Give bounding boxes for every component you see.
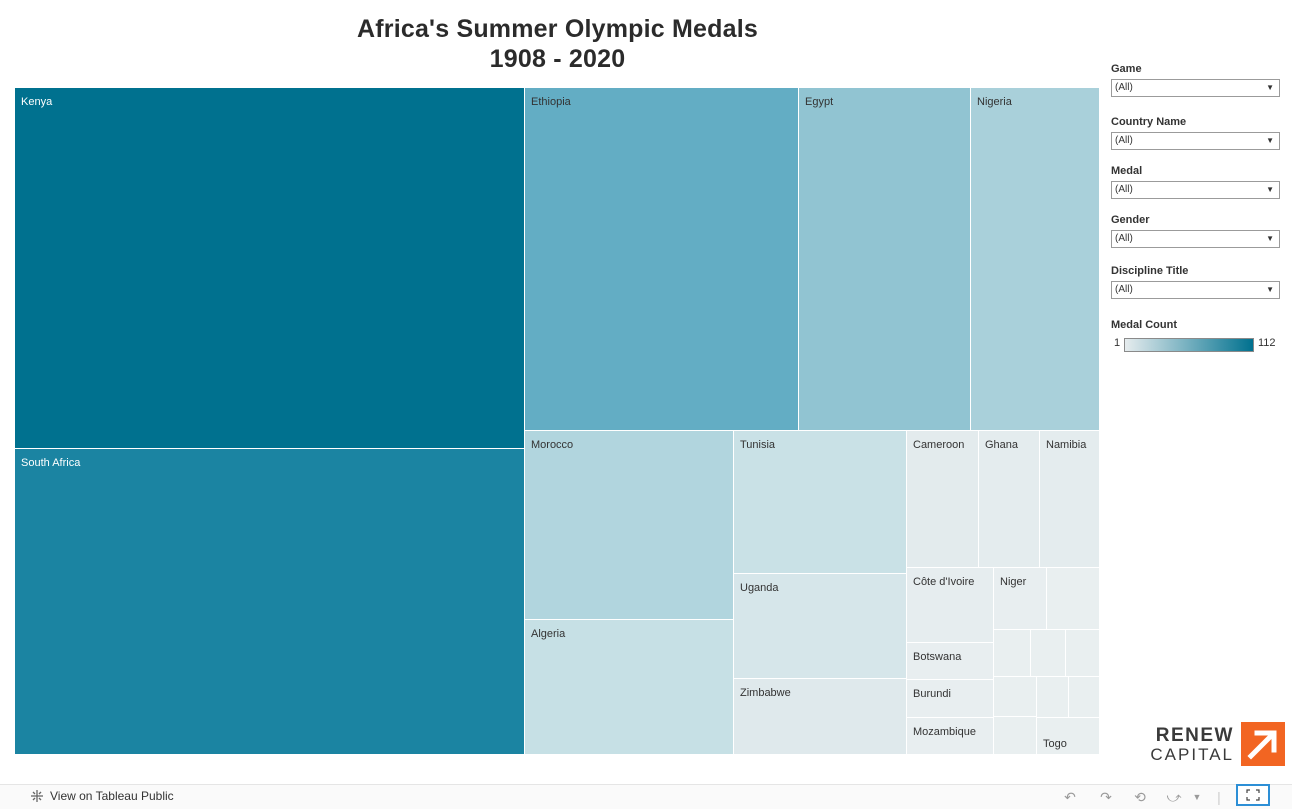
treemap-tile-unlabeled[interactable] xyxy=(1037,677,1069,718)
tile-label: Mozambique xyxy=(913,726,976,738)
game-select[interactable]: (All) ▼ xyxy=(1111,79,1280,97)
tableau-footer: View on Tableau Public ↶ ↷ ⟲ ⤻ ▼ | xyxy=(0,784,1292,809)
medal-select[interactable]: (All) ▼ xyxy=(1111,181,1280,199)
tile-label: Uganda xyxy=(740,582,779,594)
color-legend-gradient xyxy=(1124,338,1254,352)
view-on-tableau-link[interactable]: View on Tableau Public xyxy=(30,789,174,803)
tile-label: Côte d'Ivoire xyxy=(913,576,975,588)
tile-label: Zimbabwe xyxy=(740,687,791,699)
treemap-tile-unlabeled[interactable] xyxy=(994,630,1031,677)
tile-label: Burundi xyxy=(913,688,951,700)
filter-discipline-title: Discipline Title (All) ▼ xyxy=(1111,264,1280,299)
treemap-tile-unlabeled[interactable] xyxy=(994,717,1037,755)
treemap-tile-egypt[interactable]: Egypt xyxy=(799,88,971,431)
treemap-tile-togo[interactable]: Togo xyxy=(1037,718,1100,755)
medal-treemap[interactable]: Kenya South Africa Ethiopia Egypt Nigeria Mor… xyxy=(15,88,1100,755)
gender-select[interactable]: (All) ▼ xyxy=(1111,230,1280,248)
tile-label: Ethiopia xyxy=(531,96,571,108)
treemap-tile-unlabeled[interactable] xyxy=(1066,630,1100,677)
tile-label: Namibia xyxy=(1046,439,1087,451)
filter-label: Gender xyxy=(1111,214,1150,226)
treemap-tile-ghana[interactable]: Ghana xyxy=(979,431,1040,568)
filter-game: Game (All) ▼ xyxy=(1111,62,1280,97)
treemap-tile-zimbabwe[interactable]: Zimbabwe xyxy=(734,679,907,755)
dropdown-arrow-icon: ▼ xyxy=(1266,234,1274,243)
share-dropdown-icon[interactable]: ▼ xyxy=(1192,792,1202,802)
tile-label: Egypt xyxy=(805,96,834,108)
discipline-title-select[interactable]: (All) ▼ xyxy=(1111,281,1280,299)
tile-label: Algeria xyxy=(531,628,566,640)
renew-capital-logo: RENEW CAPITAL xyxy=(1150,722,1288,766)
revert-icon[interactable]: ⟲ xyxy=(1134,789,1146,805)
filter-medal: Medal (All) ▼ xyxy=(1111,164,1280,199)
toolbar-divider: | xyxy=(1217,789,1221,805)
tile-label: Morocco xyxy=(531,439,574,451)
treemap-tile-algeria[interactable]: Algeria xyxy=(525,620,734,755)
dropdown-arrow-icon: ▼ xyxy=(1266,285,1274,294)
filter-label: Game xyxy=(1111,63,1142,75)
legend-title: Medal Count xyxy=(1111,319,1177,331)
select-value: (All) xyxy=(1115,233,1133,244)
treemap-tile-unlabeled[interactable] xyxy=(1047,568,1100,630)
treemap-tile-ethiopia[interactable]: Ethiopia xyxy=(525,88,799,431)
treemap-tile-burundi[interactable]: Burundi xyxy=(907,680,994,718)
chart-title-line1: Africa's Summer Olympic Medals xyxy=(357,15,758,43)
logo-text: RENEW CAPITAL xyxy=(1150,726,1234,764)
filter-gender: Gender (All) ▼ xyxy=(1111,213,1280,248)
treemap-tile-botswana[interactable]: Botswana xyxy=(907,643,994,680)
select-value: (All) xyxy=(1115,82,1133,93)
legend-min: 1 xyxy=(1114,337,1121,349)
logo-line2: CAPITAL xyxy=(1150,745,1234,764)
treemap-tile-unlabeled[interactable] xyxy=(994,677,1037,717)
tile-label: South Africa xyxy=(21,457,81,469)
treemap-tile-c-te-d-ivoire[interactable]: Côte d'Ivoire xyxy=(907,568,994,643)
tile-label: Togo xyxy=(1043,738,1067,750)
treemap-tile-unlabeled[interactable] xyxy=(1031,630,1066,677)
treemap-tile-nigeria[interactable]: Nigeria xyxy=(971,88,1100,431)
select-value: (All) xyxy=(1115,184,1133,195)
undo-icon[interactable]: ↶ xyxy=(1064,789,1076,805)
share-icon[interactable]: ⤻ xyxy=(1166,789,1182,805)
treemap-tile-namibia[interactable]: Namibia xyxy=(1040,431,1100,568)
dropdown-arrow-icon: ▼ xyxy=(1266,83,1274,92)
dropdown-arrow-icon: ▼ xyxy=(1266,185,1274,194)
treemap-tile-cameroon[interactable]: Cameroon xyxy=(907,431,979,568)
view-link-label: View on Tableau Public xyxy=(50,789,174,803)
chart-title-line2: 1908 - 2020 xyxy=(489,45,626,73)
tile-label: Nigeria xyxy=(977,96,1012,108)
select-value: (All) xyxy=(1115,135,1133,146)
tile-label: Niger xyxy=(1000,576,1027,588)
filter-country-name: Country Name (All) ▼ xyxy=(1111,115,1280,150)
fullscreen-button[interactable] xyxy=(1236,784,1270,806)
legend-max: 112 xyxy=(1258,337,1276,349)
country-name-select[interactable]: (All) ▼ xyxy=(1111,132,1280,150)
filter-label: Country Name xyxy=(1111,116,1187,128)
treemap-tile-unlabeled[interactable] xyxy=(1069,677,1100,718)
treemap-tile-tunisia[interactable]: Tunisia xyxy=(734,431,907,574)
arrow-logo-icon xyxy=(1241,722,1285,766)
treemap-tile-niger[interactable]: Niger xyxy=(994,568,1047,630)
filter-label: Medal xyxy=(1111,165,1143,177)
tableau-icon xyxy=(31,790,43,802)
treemap-tile-morocco[interactable]: Morocco xyxy=(525,431,734,620)
tile-label: Ghana xyxy=(985,439,1019,451)
select-value: (All) xyxy=(1115,284,1133,295)
tile-label: Kenya xyxy=(21,96,53,108)
treemap-tile-kenya[interactable]: Kenya xyxy=(15,88,525,449)
tile-label: Tunisia xyxy=(740,439,776,451)
treemap-tile-uganda[interactable]: Uganda xyxy=(734,574,907,679)
tile-label: Cameroon xyxy=(913,439,965,451)
tile-label: Botswana xyxy=(913,651,962,663)
dropdown-arrow-icon: ▼ xyxy=(1266,136,1274,145)
treemap-tile-mozambique[interactable]: Mozambique xyxy=(907,718,994,755)
treemap-tile-south-africa[interactable]: South Africa xyxy=(15,449,525,755)
redo-icon[interactable]: ↷ xyxy=(1100,789,1112,805)
filter-label: Discipline Title xyxy=(1111,265,1189,277)
logo-line1: RENEW xyxy=(1155,725,1234,746)
chart-title: Africa's Summer Olympic Medals 1908 - 20… xyxy=(15,14,1100,74)
fullscreen-icon xyxy=(1246,789,1260,801)
